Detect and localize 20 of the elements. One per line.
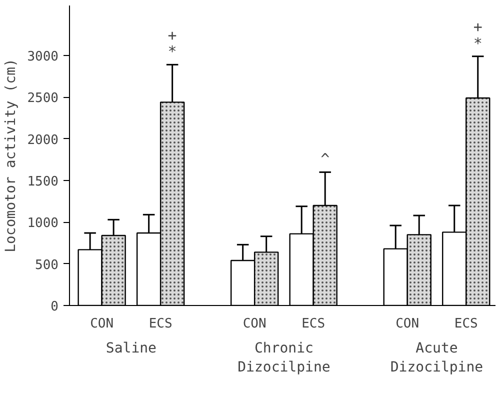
y-tick-label: 2500 — [27, 91, 59, 106]
annotation: + * — [168, 26, 177, 61]
x-tick-label: CON — [396, 316, 420, 332]
x-tick-label: CON — [90, 316, 114, 332]
annotation: ^ — [320, 150, 330, 168]
annotation: + * — [473, 18, 482, 52]
x-tick-label: ECS — [148, 316, 172, 332]
text: Chronic Dizocilpine — [238, 340, 330, 376]
y-tick-label: 500 — [35, 258, 59, 273]
y-tick-label: 1000 — [27, 216, 59, 232]
y-tick-label: 2000 — [27, 132, 59, 148]
x-tick-label: ECS — [302, 316, 326, 332]
text: Acute Dizocilpine — [390, 340, 484, 376]
y-axis-title: Locomotor activity (cm) — [3, 58, 20, 252]
y-tick-label: 3000 — [27, 50, 59, 64]
y-tick-label: 1500 — [27, 174, 59, 190]
x-tick-label: CON — [242, 316, 266, 332]
text: Saline — [106, 340, 156, 356]
y-tick-label: 0 — [50, 300, 58, 314]
x-tick-label: ECS — [454, 316, 478, 332]
